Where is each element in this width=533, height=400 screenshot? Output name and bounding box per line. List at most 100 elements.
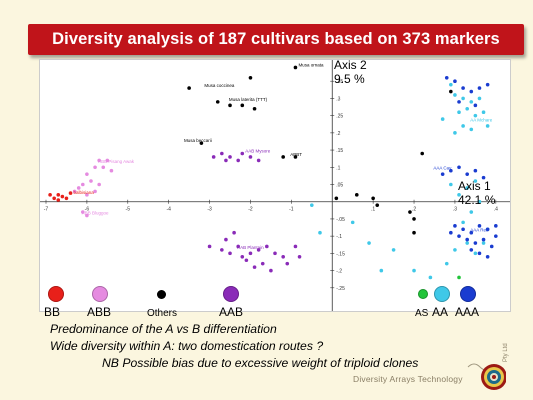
data-point-aa [391,248,396,252]
y-tick-label: -.1 [336,234,342,240]
data-point-aab [236,244,240,249]
x-tick-label: -4 [166,207,171,213]
data-point-abb [85,213,89,218]
data-point-aab [220,248,224,252]
legend-marker-aab [223,286,239,302]
brand-name: Diversity Arrays Technology [353,374,463,384]
data-point-aab [260,261,265,266]
data-point-aaa [489,244,494,249]
axis1-label: Axis 1 42.1 % [458,179,495,207]
data-point-aab [293,244,298,249]
data-point-others [252,106,257,111]
x-tick-label: .4 [494,207,498,213]
data-point-aaa [444,75,449,80]
point-label: AAB Mysore [245,149,271,154]
data-point-abb [109,168,114,173]
legend-label-others: Others [147,308,178,319]
data-point-aa [457,110,461,114]
y-tick-label: -.2 [336,269,342,275]
data-point-aaa [481,237,486,242]
data-point-aab [240,151,245,156]
x-tick-label: -6 [85,207,90,213]
point-label: ABB Pisang Awak [98,159,135,164]
data-point-aa [453,248,457,252]
y-tick-label: .15 [336,148,343,154]
data-point-aaa [477,224,482,228]
data-point-aaa [453,79,457,84]
data-point-aaa [457,234,461,238]
data-point-aa [350,220,355,225]
x-tick-label: .2 [412,207,416,213]
axis1-name: Axis 1 [458,179,491,193]
data-point-aaa [473,241,478,245]
data-point-aa [310,203,314,207]
axis2-name: Axis 2 [334,59,367,72]
data-point-bb [64,196,69,201]
data-point-aa [465,106,469,111]
data-point-aa [461,124,465,128]
data-point-aaa [485,227,490,232]
legend-label-aab: AAB [219,305,244,319]
data-point-aaa [469,89,474,94]
data-point-aab [240,255,245,259]
legend-marker-others [156,289,166,299]
data-point-aa [457,193,461,197]
data-point-aaa [485,82,490,87]
data-point-others [449,89,453,94]
data-point-aab [256,248,261,252]
data-point-aab [232,230,236,235]
data-point-aa [453,93,457,97]
data-point-aaa [494,234,498,238]
data-point-aab [224,158,228,163]
data-point-aab [211,155,216,159]
data-point-aa [449,82,453,87]
note-3: NB Possible bias due to excessive weight… [102,356,419,370]
data-point-others [248,75,253,80]
data-point-others [187,86,191,90]
data-point-bb [56,198,61,202]
data-point-aab [297,255,302,259]
data-point-others [281,155,285,159]
data-point-aa [461,96,465,101]
data-point-aaa [440,172,445,176]
data-point-aaa [485,255,490,259]
y-tick-label: -.15 [336,251,345,257]
legend-label-aaa: AAA [455,305,480,319]
axis2-label: Axis 2 9.5 % [334,59,367,86]
legend-marker-bb [48,286,64,302]
x-tick-label: -7 [44,207,49,213]
data-point-others [420,151,425,156]
data-point-aaa [469,230,474,235]
data-point-aaa [461,227,465,232]
y-tick-label: -.25 [336,286,345,292]
data-point-abb [81,182,85,187]
data-point-aab [236,158,240,163]
data-point-aab [285,261,290,266]
data-point-abb [85,193,89,197]
data-point-aab [228,155,232,159]
data-point-aa [465,241,469,245]
point-label: ABB Bluggoe [82,210,109,215]
point-label: AA Mchare [470,118,493,123]
data-point-abb [85,172,89,176]
data-point-aa [367,241,371,245]
y-tick-label: .3 [336,96,340,102]
point-label: Musa beccarii [184,138,212,143]
y-tick-label: -.05 [336,217,345,223]
data-point-aaa [477,86,482,90]
data-point-aa [469,100,474,104]
data-point-aa [318,230,322,235]
point-label: AAB Plantain [237,245,264,250]
data-point-aab [207,244,212,249]
data-point-aa [379,268,384,273]
data-point-aa [481,110,486,114]
data-point-aa [473,251,478,256]
point-label: AAA Red [470,228,489,233]
data-point-aab [228,251,232,256]
data-point-others [228,103,232,108]
data-point-others [240,103,245,108]
data-point-aaa [481,175,486,180]
data-point-bb [60,194,65,199]
data-point-aaa [473,103,478,108]
point-label: ABBT [290,152,302,157]
